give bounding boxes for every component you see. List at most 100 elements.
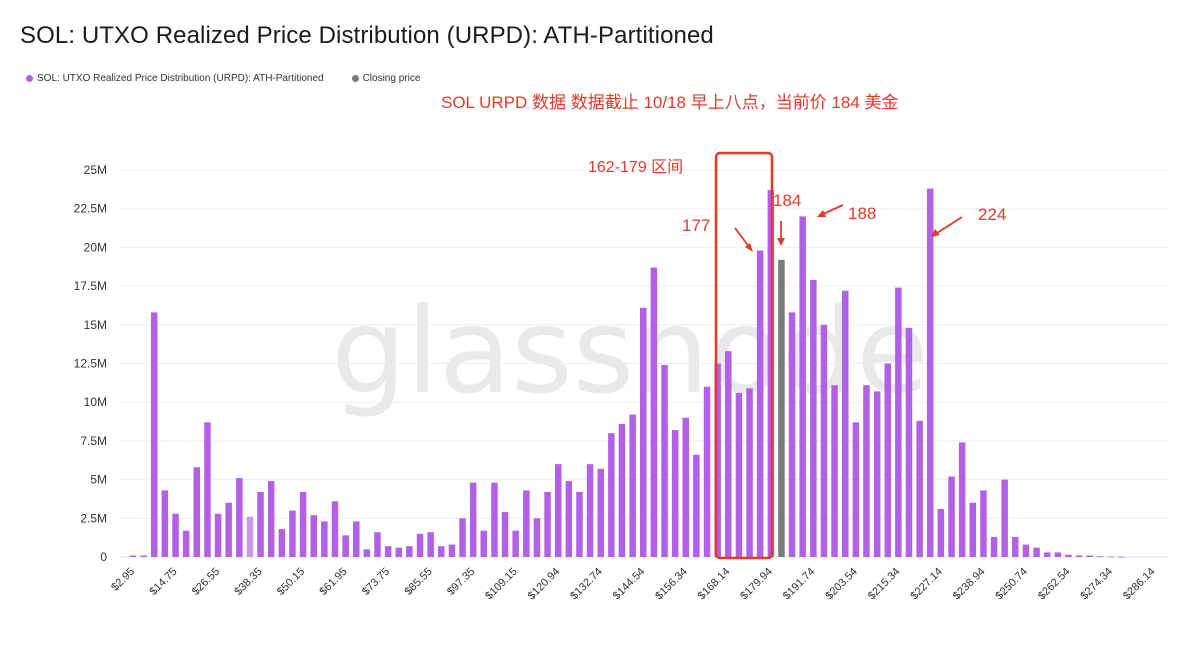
urpd-bar[interactable] <box>310 515 318 557</box>
urpd-bar[interactable] <box>501 512 509 557</box>
arrowhead-188 <box>817 210 826 217</box>
urpd-bar[interactable] <box>1118 556 1125 558</box>
urpd-bar[interactable] <box>353 521 360 557</box>
urpd-bar[interactable] <box>204 422 211 557</box>
urpd-bar[interactable] <box>172 513 179 557</box>
urpd-bar[interactable] <box>406 546 413 557</box>
urpd-bar[interactable] <box>1054 552 1062 557</box>
urpd-bar[interactable] <box>958 442 966 557</box>
urpd-bar[interactable] <box>895 287 902 557</box>
urpd-bar[interactable] <box>608 433 615 557</box>
urpd-bar[interactable] <box>161 490 169 557</box>
urpd-bar[interactable] <box>321 521 328 557</box>
y-tick-label: 20M <box>84 240 107 254</box>
urpd-bar[interactable] <box>703 386 711 557</box>
urpd-bar[interactable] <box>289 510 296 557</box>
urpd-bar[interactable] <box>948 476 955 558</box>
urpd-bar[interactable] <box>374 532 381 557</box>
urpd-bar[interactable] <box>246 516 254 557</box>
x-tick-label: $97.35 <box>445 566 477 598</box>
urpd-bar[interactable] <box>661 365 668 557</box>
urpd-bar[interactable] <box>438 546 445 557</box>
urpd-bar[interactable] <box>671 430 679 557</box>
urpd-bar[interactable] <box>905 327 913 557</box>
urpd-bar[interactable] <box>555 464 562 557</box>
urpd-bar[interactable] <box>576 492 583 557</box>
urpd-bar[interactable] <box>469 482 477 557</box>
urpd-bar[interactable] <box>512 530 519 557</box>
arrow-188 <box>822 204 844 215</box>
urpd-bar[interactable] <box>565 481 573 557</box>
urpd-bar[interactable] <box>140 555 147 558</box>
urpd-bar[interactable] <box>491 482 498 557</box>
urpd-bar[interactable] <box>448 544 456 557</box>
urpd-bar[interactable] <box>842 290 849 557</box>
urpd-bar[interactable] <box>831 385 838 557</box>
urpd-bar[interactable] <box>1075 555 1083 558</box>
urpd-bar[interactable] <box>640 307 647 557</box>
urpd-bar[interactable] <box>1086 555 1094 558</box>
urpd-bar[interactable] <box>788 312 796 557</box>
urpd-bar[interactable] <box>799 216 806 557</box>
urpd-bar[interactable] <box>1033 547 1040 557</box>
urpd-bar[interactable] <box>395 547 403 557</box>
urpd-bar[interactable] <box>236 478 243 557</box>
urpd-bar[interactable] <box>416 533 424 557</box>
urpd-bar[interactable] <box>225 502 232 557</box>
urpd-bar[interactable] <box>714 363 721 558</box>
urpd-bar[interactable] <box>182 530 190 557</box>
urpd-bar[interactable] <box>629 414 636 557</box>
urpd-bar[interactable] <box>884 363 892 558</box>
urpd-bar[interactable] <box>1097 556 1104 557</box>
urpd-bar[interactable] <box>618 423 626 557</box>
urpd-bar[interactable] <box>278 529 286 557</box>
annotation-range-label: 162-179 区间 <box>588 159 684 176</box>
urpd-bar[interactable] <box>650 267 658 558</box>
urpd-bar[interactable] <box>916 420 923 557</box>
legend-item-closing-price[interactable]: Closing price <box>351 73 420 84</box>
urpd-bar[interactable] <box>810 279 817 557</box>
urpd-bar[interactable] <box>873 391 881 557</box>
urpd-bar[interactable] <box>969 502 977 557</box>
urpd-bar[interactable] <box>384 546 392 557</box>
urpd-bar[interactable] <box>544 492 551 557</box>
urpd-bar[interactable] <box>980 490 987 557</box>
urpd-bar[interactable] <box>214 513 222 557</box>
closing-price-bar[interactable] <box>778 259 785 557</box>
urpd-bar[interactable] <box>756 250 764 558</box>
urpd-bar[interactable] <box>299 492 307 557</box>
urpd-bar[interactable] <box>257 492 264 557</box>
urpd-bar[interactable] <box>990 536 998 557</box>
urpd-bar[interactable] <box>151 312 158 557</box>
urpd-bar[interactable] <box>459 518 466 557</box>
urpd-bar[interactable] <box>1012 536 1019 557</box>
urpd-bar[interactable] <box>331 501 339 557</box>
urpd-bar[interactable] <box>480 530 488 557</box>
urpd-bar[interactable] <box>1107 556 1115 558</box>
urpd-bar[interactable] <box>586 464 594 557</box>
legend-item-urpd[interactable]: SOL: UTXO Realized Price Distribution (U… <box>26 73 324 84</box>
urpd-bar[interactable] <box>1043 552 1051 557</box>
urpd-bar[interactable] <box>129 555 137 558</box>
urpd-bar[interactable] <box>852 422 860 557</box>
urpd-bar[interactable] <box>427 532 434 557</box>
urpd-bar[interactable] <box>342 535 349 557</box>
urpd-bar[interactable] <box>597 468 605 557</box>
urpd-bar[interactable] <box>863 385 870 557</box>
urpd-bar[interactable] <box>193 467 201 557</box>
urpd-bar[interactable] <box>725 351 732 557</box>
urpd-bar[interactable] <box>533 518 541 557</box>
urpd-bar[interactable] <box>735 392 743 557</box>
urpd-bar[interactable] <box>937 509 945 557</box>
urpd-bar[interactable] <box>1022 544 1030 557</box>
urpd-bar[interactable] <box>363 549 371 557</box>
urpd-bar[interactable] <box>1001 479 1008 557</box>
urpd-bar[interactable] <box>746 388 753 557</box>
urpd-bar[interactable] <box>523 490 530 557</box>
urpd-bar[interactable] <box>682 417 690 557</box>
urpd-bar[interactable] <box>1065 554 1072 557</box>
urpd-bar[interactable] <box>820 324 828 557</box>
urpd-bar[interactable] <box>267 481 275 557</box>
urpd-bar[interactable] <box>693 454 700 557</box>
urpd-bar[interactable] <box>927 188 934 557</box>
